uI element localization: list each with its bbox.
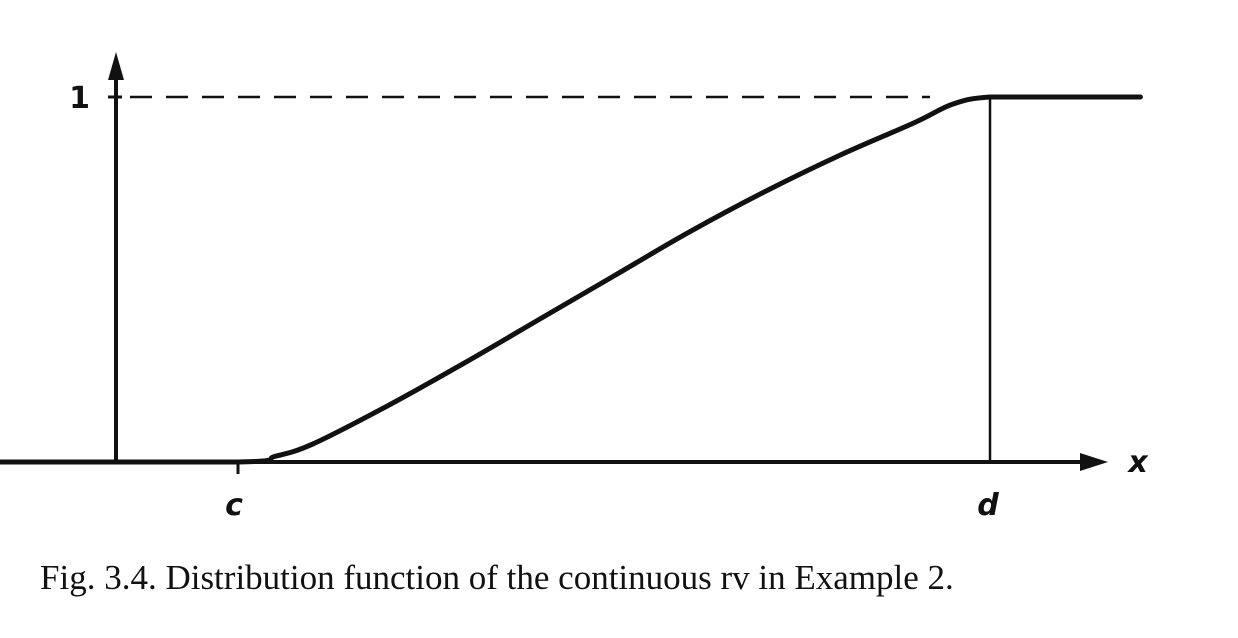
- x-tick-label-c: c: [225, 488, 243, 523]
- y-tick-label-1: 1: [69, 81, 90, 116]
- x-axis-arrowhead: [1080, 453, 1108, 471]
- y-axis-arrowhead: [108, 52, 124, 80]
- distribution-curve-0: [0, 94, 1143, 465]
- x-axis-label: x: [1126, 445, 1149, 480]
- figure-caption: Fig. 3.4. Distribution function of the c…: [40, 558, 954, 597]
- x-tick-label-d: d: [977, 488, 999, 523]
